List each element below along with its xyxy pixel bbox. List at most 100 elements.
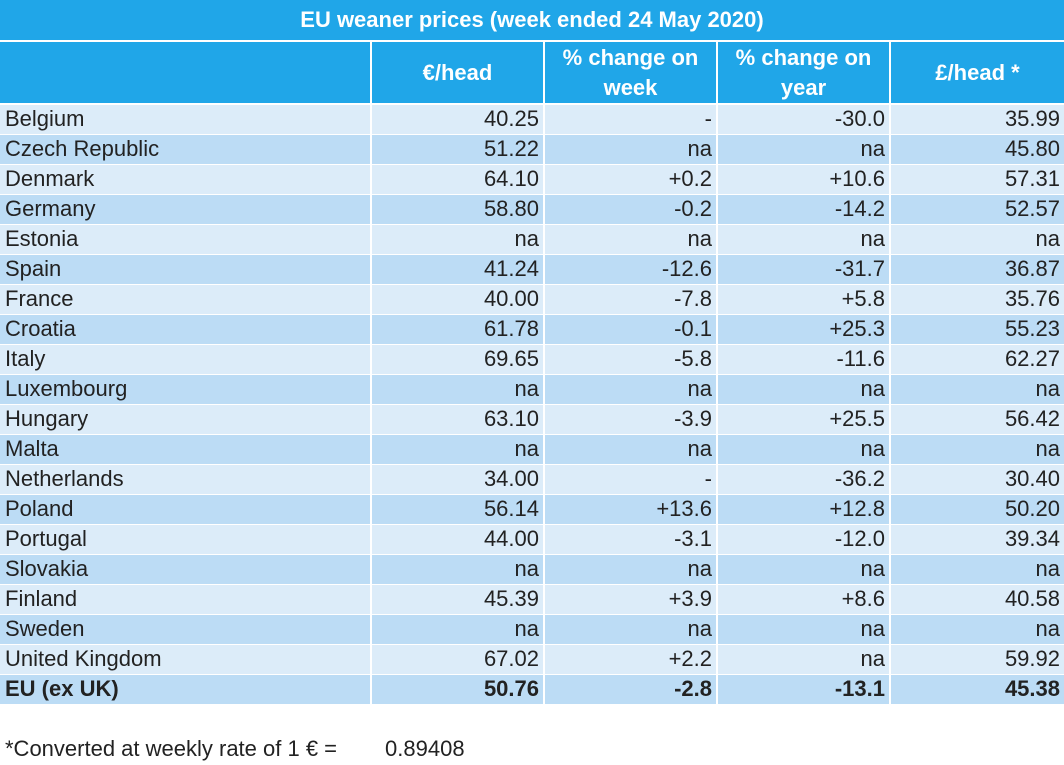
cell-eur-head: 41.24 xyxy=(371,254,545,285)
table-row: Czech Republic 51.22 na na 45.80 xyxy=(0,134,1064,165)
cell-gbp-head: 35.99 xyxy=(890,104,1064,135)
table-row: United Kingdom 67.02 +2.2 na 59.92 xyxy=(0,644,1064,675)
header-change-year: % change on year xyxy=(717,42,891,105)
cell-gbp-head: 50.20 xyxy=(890,494,1064,525)
cell-change-year: +25.3 xyxy=(717,314,891,345)
cell-change-week: +2.2 xyxy=(544,644,718,675)
cell-country: Spain xyxy=(0,254,372,285)
table-row: Croatia 61.78 -0.1 +25.3 55.23 xyxy=(0,314,1064,345)
cell-gbp-head: na xyxy=(890,374,1064,405)
cell-eur-head: na xyxy=(371,434,545,465)
footnote: *Converted at weekly rate of 1 € = 0.894… xyxy=(5,736,465,762)
cell-eur-head: 63.10 xyxy=(371,404,545,435)
cell-change-week: +13.6 xyxy=(544,494,718,525)
cell-eur-head: 56.14 xyxy=(371,494,545,525)
cell-change-week: na xyxy=(544,374,718,405)
cell-change-week: -0.2 xyxy=(544,194,718,225)
cell-country: Malta xyxy=(0,434,372,465)
cell-change-year: +8.6 xyxy=(717,584,891,615)
cell-change-week: na xyxy=(544,614,718,645)
cell-gbp-head: na xyxy=(890,554,1064,585)
cell-eur-head: 45.39 xyxy=(371,584,545,615)
cell-change-week: -3.1 xyxy=(544,524,718,555)
cell-eur-head: 44.00 xyxy=(371,524,545,555)
header-country xyxy=(0,42,372,105)
cell-eur-head: 61.78 xyxy=(371,314,545,345)
cell-country: Germany xyxy=(0,194,372,225)
cell-change-week: +0.2 xyxy=(544,164,718,195)
cell-change-year: na xyxy=(717,644,891,675)
table-row: Slovakia na na na na xyxy=(0,554,1064,585)
cell-country: Hungary xyxy=(0,404,372,435)
cell-gbp-head: na xyxy=(890,224,1064,255)
cell-eur-head: na xyxy=(371,224,545,255)
cell-change-year: na xyxy=(717,434,891,465)
cell-change-week: -12.6 xyxy=(544,254,718,285)
table-row: Portugal 44.00 -3.1 -12.0 39.34 xyxy=(0,524,1064,555)
cell-change-year: na xyxy=(717,614,891,645)
header-gbp-head: £/head * xyxy=(890,42,1064,105)
cell-eur-head: 64.10 xyxy=(371,164,545,195)
cell-change-year: -14.2 xyxy=(717,194,891,225)
header-row: €/head % change on week % change on year… xyxy=(0,42,1064,105)
cell-eur-head: 67.02 xyxy=(371,644,545,675)
table-row: Netherlands 34.00- -36.2 30.40 xyxy=(0,464,1064,495)
total-row: EU (ex UK) 50.76 -2.8 -13.1 45.38 xyxy=(0,674,1064,705)
cell-eur-head: na xyxy=(371,614,545,645)
cell-country: Netherlands xyxy=(0,464,372,495)
cell-change-year: -36.2 xyxy=(717,464,891,495)
cell-change-year: -30.0 xyxy=(717,104,891,135)
cell-change-year: na xyxy=(717,134,891,165)
cell-change-week: -7.8 xyxy=(544,284,718,315)
cell-change-year: +12.8 xyxy=(717,494,891,525)
cell-eur-head: 69.65 xyxy=(371,344,545,375)
cell-country: Slovakia xyxy=(0,554,372,585)
total-cell-eur-head: 50.76 xyxy=(371,674,545,705)
cell-change-week: +3.9 xyxy=(544,584,718,615)
cell-change-year: -31.7 xyxy=(717,254,891,285)
cell-change-year: +10.6 xyxy=(717,164,891,195)
table-row: Luxembourg na na na na xyxy=(0,374,1064,405)
cell-country: Denmark xyxy=(0,164,372,195)
table-row: Spain 41.24 -12.6 -31.7 36.87 xyxy=(0,254,1064,285)
cell-gbp-head: 59.92 xyxy=(890,644,1064,675)
table-row: France 40.00 -7.8 +5.8 35.76 xyxy=(0,284,1064,315)
cell-eur-head: 58.80 xyxy=(371,194,545,225)
cell-eur-head: 51.22 xyxy=(371,134,545,165)
table-row: Belgium 40.25- -30.0 35.99 xyxy=(0,104,1064,135)
cell-change-week: - xyxy=(544,464,718,495)
cell-change-week: na xyxy=(544,134,718,165)
cell-country: France xyxy=(0,284,372,315)
total-cell-gbp-head: 45.38 xyxy=(890,674,1064,705)
header-eur-head: €/head xyxy=(371,42,545,105)
cell-eur-head: 34.00 xyxy=(371,464,545,495)
header-change-week: % change on week xyxy=(544,42,718,105)
table-row: Sweden na na na na xyxy=(0,614,1064,645)
cell-change-year: -11.6 xyxy=(717,344,891,375)
cell-change-year: na xyxy=(717,374,891,405)
cell-change-week: na xyxy=(544,434,718,465)
cell-country: Czech Republic xyxy=(0,134,372,165)
cell-gbp-head: 40.58 xyxy=(890,584,1064,615)
cell-country: Sweden xyxy=(0,614,372,645)
cell-gbp-head: 35.76 xyxy=(890,284,1064,315)
cell-eur-head: 40.25 xyxy=(371,104,545,135)
cell-change-year: +5.8 xyxy=(717,284,891,315)
cell-change-week: na xyxy=(544,224,718,255)
cell-country: Croatia xyxy=(0,314,372,345)
table-row: Malta na na na na xyxy=(0,434,1064,465)
cell-gbp-head: 57.31 xyxy=(890,164,1064,195)
cell-gbp-head: 52.57 xyxy=(890,194,1064,225)
footnote-rate: 0.89408 xyxy=(385,736,465,761)
cell-change-year: na xyxy=(717,554,891,585)
cell-country: Estonia xyxy=(0,224,372,255)
table-title: EU weaner prices (week ended 24 May 2020… xyxy=(0,0,1064,42)
cell-change-week: na xyxy=(544,554,718,585)
cell-change-week: - xyxy=(544,104,718,135)
total-cell-change-year: -13.1 xyxy=(717,674,891,705)
total-cell-country: EU (ex UK) xyxy=(0,674,372,705)
cell-country: Italy xyxy=(0,344,372,375)
cell-eur-head: 40.00 xyxy=(371,284,545,315)
table-row: Germany 58.80 -0.2 -14.2 52.57 xyxy=(0,194,1064,225)
table-row: Italy 69.65 -5.8 -11.6 62.27 xyxy=(0,344,1064,375)
